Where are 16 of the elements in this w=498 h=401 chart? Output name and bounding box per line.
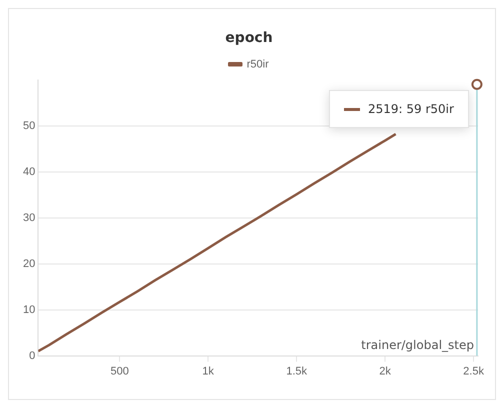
y-tick-label: 30	[22, 212, 36, 224]
annotation: 2519: 59 r50ir	[368, 102, 454, 116]
chart-title: epoch	[225, 30, 273, 46]
y-tick-label: 20	[22, 258, 36, 270]
x-tick-label: 1.5k	[286, 365, 308, 378]
y-tick-label: 0	[29, 350, 36, 362]
y-tick-label: 50	[22, 120, 36, 132]
x-axis-title: trainer/global_step	[361, 338, 474, 352]
y-tick-label: 10	[22, 304, 36, 316]
x-tick-label: 2.5k	[463, 365, 484, 378]
x-tick-label: 500	[110, 365, 129, 378]
legend-label: r50ir	[246, 58, 270, 70]
x-tick-label: 2k	[379, 365, 392, 378]
y-tick-label: 40	[22, 166, 36, 178]
x-tick-label: 1k	[202, 365, 214, 378]
tooltip-box: 2519: 59 r50ir	[329, 90, 469, 128]
